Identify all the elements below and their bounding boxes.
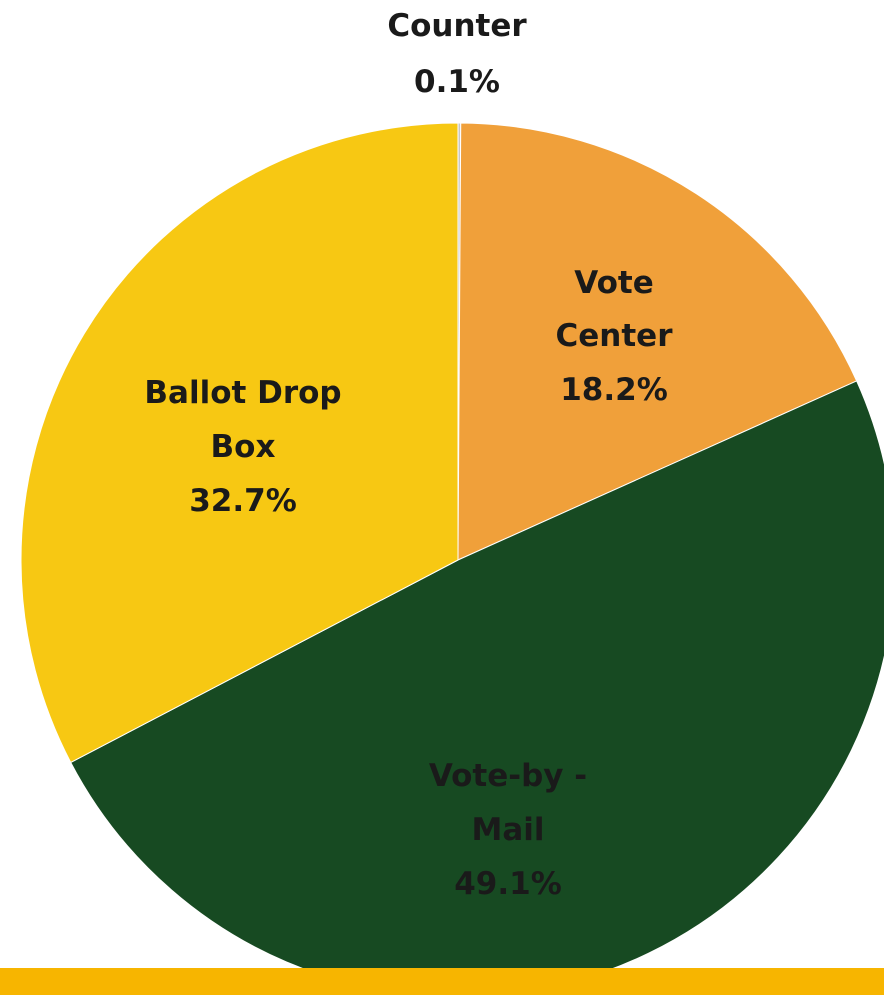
label-counter-pct: 0.1% <box>414 64 500 100</box>
label-ballot-drop-box-line1: Ballot Drop <box>144 375 341 411</box>
label-ballot-drop-box-pct: 32.7% <box>189 483 297 519</box>
label-vote-by-mail-line2: Mail <box>471 812 544 848</box>
label-counter-name: Counter <box>387 8 527 44</box>
slice-vote-center <box>457 122 858 561</box>
label-vote-center-pct: 18.2% <box>560 372 668 408</box>
label-vote-center-line2: Center <box>556 318 674 354</box>
label-ballot-drop-box-line2: Box <box>211 429 276 465</box>
bottom-accent-bar <box>0 968 884 995</box>
slice-vote-by-mail <box>70 380 884 995</box>
label-vote-center-line1: Vote <box>574 265 653 301</box>
label-vote-by-mail-pct: 49.1% <box>454 866 562 902</box>
slice-ballot-drop-box <box>20 122 459 764</box>
label-vote-by-mail-line1: Vote-by - <box>429 758 587 794</box>
